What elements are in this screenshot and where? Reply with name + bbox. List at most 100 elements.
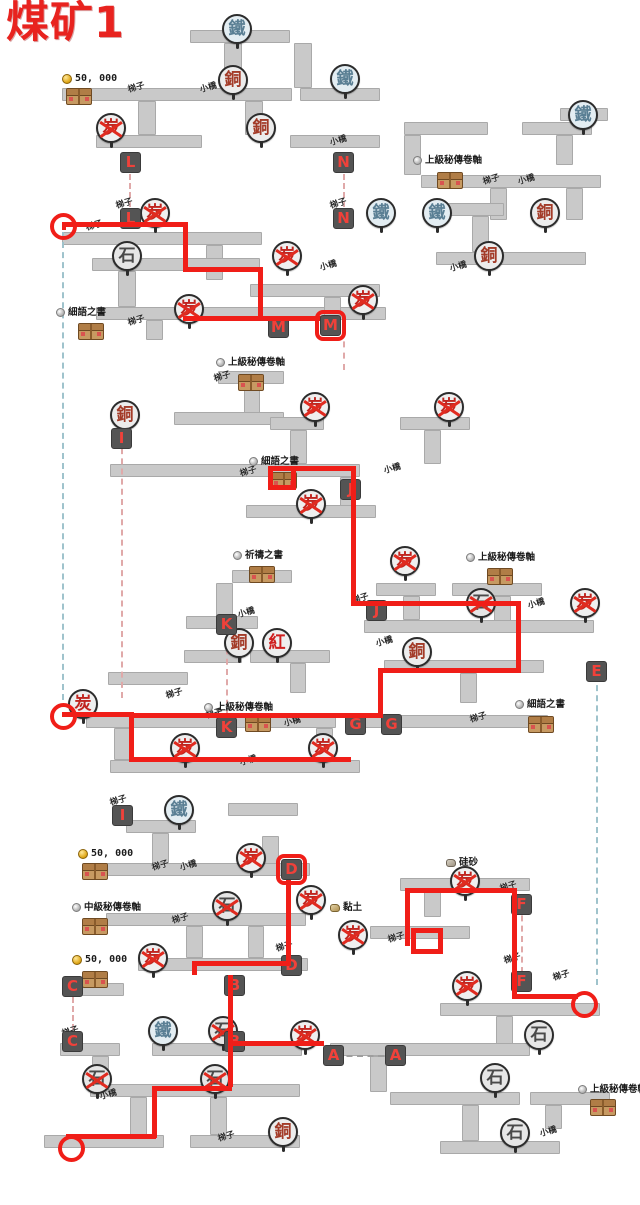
resource-node-label: 鐵 [574, 104, 592, 125]
dashed-connector-vertical [343, 330, 345, 370]
route-marker-a[interactable]: A [323, 1045, 344, 1066]
route-marker-n[interactable]: N [333, 152, 354, 173]
route-marker-e[interactable]: E [586, 661, 607, 682]
resource-node-copper[interactable]: 銅 [110, 400, 140, 435]
resource-node-copper[interactable]: 銅 [268, 1117, 298, 1152]
resource-node-red[interactable]: 紅 [262, 628, 292, 663]
chest-item-label: 細語之書 [515, 700, 565, 710]
chest-item-name: 50, 000 [85, 954, 128, 965]
resource-node-stone[interactable]: 石 [524, 1020, 554, 1055]
resource-node-coal[interactable]: 炭 [296, 489, 326, 524]
spawn-point-exit-bottom[interactable] [58, 1135, 85, 1162]
treasure-chest-icon[interactable] [238, 374, 264, 391]
platform-segment [545, 1105, 562, 1129]
route-marker-m[interactable]: M [315, 310, 346, 341]
resource-node-copper[interactable]: 銅 [218, 65, 248, 100]
platform-segment [294, 43, 312, 88]
treasure-chest-icon[interactable] [249, 566, 275, 583]
treasure-chest-icon[interactable] [82, 971, 108, 988]
resource-node-coal[interactable]: 炭 [300, 392, 330, 427]
resource-node-coal[interactable]: 炭 [272, 241, 302, 276]
chest-item-label: 細語之書 [56, 308, 106, 318]
route-marker-c[interactable]: C [62, 976, 83, 997]
resource-node-iron[interactable]: 鐵 [366, 198, 396, 233]
resource-node-coal[interactable]: 炭 [338, 920, 368, 955]
route-marker-c[interactable]: C [62, 1031, 83, 1052]
chest-gem [69, 96, 73, 101]
treasure-chest-icon[interactable] [78, 323, 104, 340]
treasure-chest-icon[interactable] [245, 715, 271, 732]
treasure-chest-icon[interactable] [437, 172, 463, 189]
treasure-chest-icon[interactable] [82, 863, 108, 880]
terrain-label: 小橋 [382, 461, 402, 477]
resource-node-coal[interactable]: 炭 [570, 588, 600, 623]
resource-node-stone[interactable]: 石 [480, 1063, 510, 1098]
route-marker-g[interactable]: G [345, 714, 366, 735]
treasure-chest-icon[interactable] [487, 568, 513, 585]
gold-coin-icon [72, 955, 82, 965]
chest-band [260, 567, 264, 582]
treasure-chest-icon[interactable] [82, 918, 108, 935]
route-segment [351, 466, 356, 606]
route-marker-g[interactable]: G [381, 714, 402, 735]
resource-node-stone[interactable]: 石 [212, 891, 242, 926]
treasure-chest-icon[interactable] [590, 1099, 616, 1116]
terrain-label: 小橋 [538, 1124, 558, 1140]
spawn-point-start-middle[interactable] [50, 703, 77, 730]
resource-node-coal[interactable]: 炭 [452, 971, 482, 1006]
route-marker-n[interactable]: N [333, 208, 354, 229]
resource-node-label: 鐵 [372, 202, 390, 223]
resource-node-iron[interactable]: 鐵 [568, 100, 598, 135]
chest-gem [241, 382, 245, 387]
resource-node-coal[interactable]: 炭 [296, 885, 326, 920]
chest-item-label: 上級秘傳卷軸 [204, 703, 273, 713]
treasure-chest-icon[interactable] [528, 716, 554, 733]
route-marker-d[interactable]: D [276, 854, 307, 885]
resource-node-iron[interactable]: 鐵 [422, 198, 452, 233]
chest-band [89, 324, 93, 339]
resource-node-copper[interactable]: 銅 [530, 198, 560, 233]
route-marker-l[interactable]: L [120, 152, 141, 173]
route-segment [183, 267, 263, 272]
chest-item-name: 上級秘傳卷軸 [228, 357, 286, 368]
resource-node-coal[interactable]: 炭 [434, 392, 464, 427]
resource-node-label: 石 [206, 1068, 224, 1089]
route-marker-k[interactable]: K [216, 717, 237, 738]
resource-node-iron[interactable]: 鐵 [164, 795, 194, 830]
route-segment [129, 757, 351, 762]
chest-item-label: 50, 000 [62, 74, 117, 84]
chest-item-label: 上級秘傳卷軸 [413, 156, 482, 166]
resource-node-iron[interactable]: 鐵 [330, 64, 360, 99]
platform-segment [228, 803, 298, 816]
spawn-point-exit-right[interactable] [571, 991, 598, 1018]
route-marker-i[interactable]: I [112, 805, 133, 826]
chest-band [282, 473, 286, 488]
platform-segment [566, 188, 583, 220]
route-segment [512, 888, 517, 998]
resource-node-label: 炭 [456, 870, 474, 891]
dashed-connector-vertical [521, 905, 523, 973]
resource-node-iron[interactable]: 鐵 [222, 14, 252, 49]
chest-item-label: 上級秘傳卷軸 [216, 358, 285, 368]
spawn-point-start-top[interactable] [50, 213, 77, 240]
resource-node-stone[interactable]: 石 [82, 1064, 112, 1099]
route-marker-i[interactable]: I [111, 428, 132, 449]
chest-item-name: 上級秘傳卷軸 [478, 552, 536, 563]
resource-node-coal[interactable]: 炭 [390, 546, 420, 581]
route-marker-a[interactable]: A [385, 1045, 406, 1066]
treasure-chest-icon[interactable] [66, 88, 92, 105]
resource-node-copper[interactable]: 銅 [474, 241, 504, 276]
resource-node-coal[interactable]: 炭 [138, 943, 168, 978]
resource-node-coal[interactable]: 炭 [96, 113, 126, 148]
resource-node-coal[interactable]: 炭 [308, 733, 338, 768]
resource-node-iron[interactable]: 鐵 [148, 1016, 178, 1051]
resource-node-stone[interactable]: 石 [500, 1118, 530, 1153]
route-marker-k[interactable]: K [216, 614, 237, 635]
chest-gem [490, 576, 494, 581]
resource-node-copper[interactable]: 銅 [402, 637, 432, 672]
chest-item-name: 50, 000 [91, 848, 134, 859]
resource-node-stone[interactable]: 石 [112, 241, 142, 276]
resource-node-coal[interactable]: 炭 [236, 843, 266, 878]
resource-node-copper[interactable]: 銅 [246, 113, 276, 148]
resource-node-coal[interactable]: 炭 [348, 285, 378, 320]
